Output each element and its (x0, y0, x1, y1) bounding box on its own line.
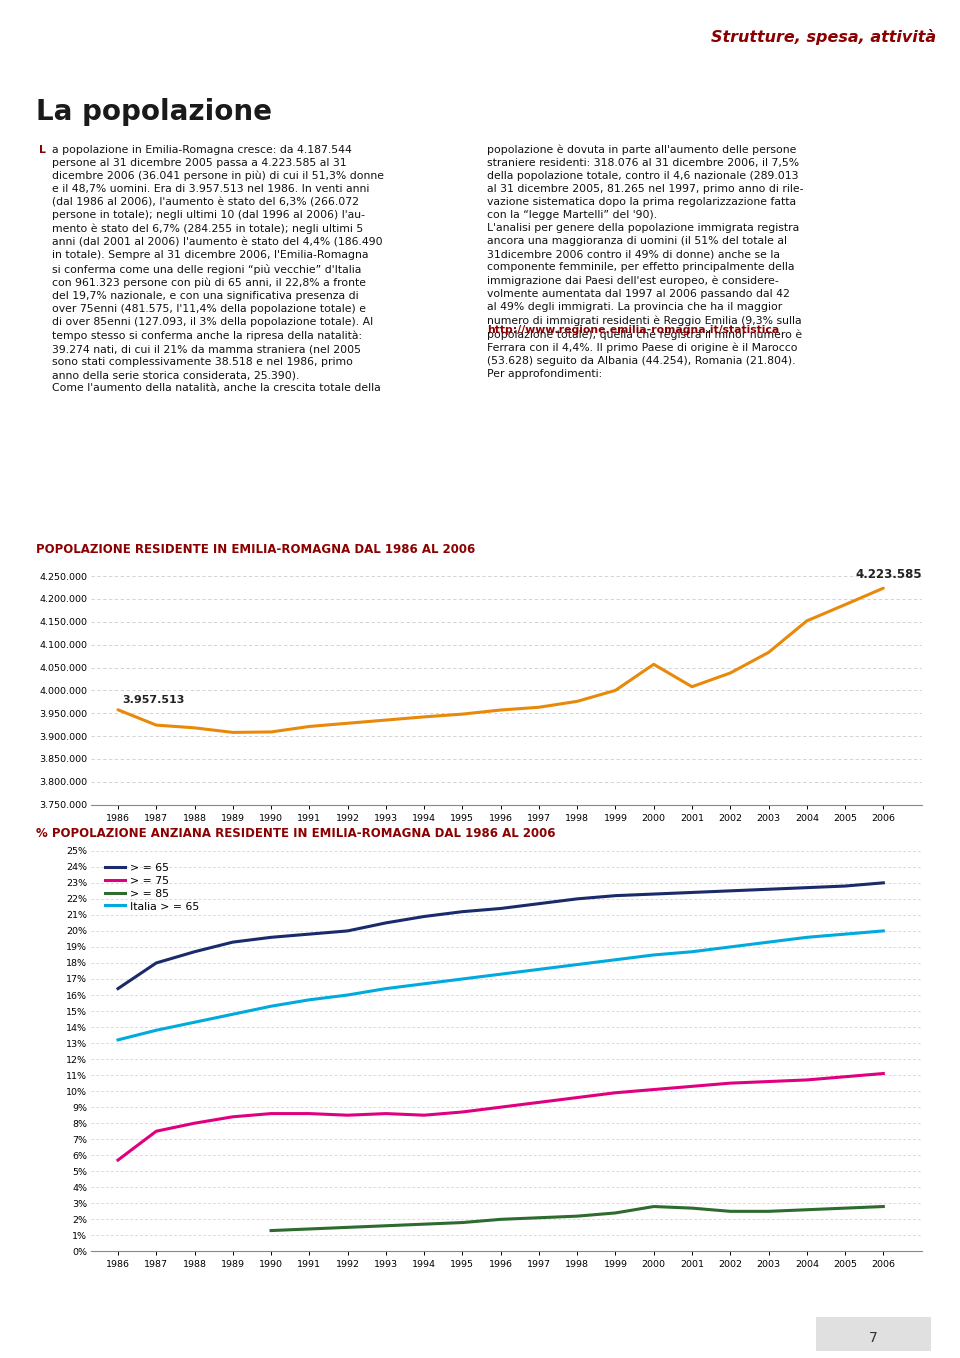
Text: a popolazione in Emilia-Romagna cresce: da 4.187.544
persone al 31 dicembre 2005: a popolazione in Emilia-Romagna cresce: … (53, 144, 384, 394)
Text: 7: 7 (869, 1331, 878, 1344)
Legend: > = 65, > = 75, > = 85, Italia > = 65: > = 65, > = 75, > = 85, Italia > = 65 (101, 858, 204, 915)
Text: % POPOLAZIONE ANZIANA RESIDENTE IN EMILIA-ROMAGNA DAL 1986 AL 2006: % POPOLAZIONE ANZIANA RESIDENTE IN EMILI… (36, 827, 556, 839)
Text: 4.223.585: 4.223.585 (855, 568, 922, 581)
Text: http://www.regione.emilia-romagna.it/statistica: http://www.regione.emilia-romagna.it/sta… (487, 325, 780, 334)
Text: popolazione è dovuta in parte all'aumento delle persone
straniere residenti: 318: popolazione è dovuta in parte all'aument… (487, 144, 804, 379)
Text: Strutture, spesa, attività: Strutture, spesa, attività (710, 29, 936, 45)
Text: POPOLAZIONE RESIDENTE IN EMILIA-ROMAGNA DAL 1986 AL 2006: POPOLAZIONE RESIDENTE IN EMILIA-ROMAGNA … (36, 543, 476, 557)
Text: 3.957.513: 3.957.513 (122, 695, 184, 705)
Text: L: L (39, 144, 46, 155)
Text: La popolazione: La popolazione (36, 98, 273, 126)
